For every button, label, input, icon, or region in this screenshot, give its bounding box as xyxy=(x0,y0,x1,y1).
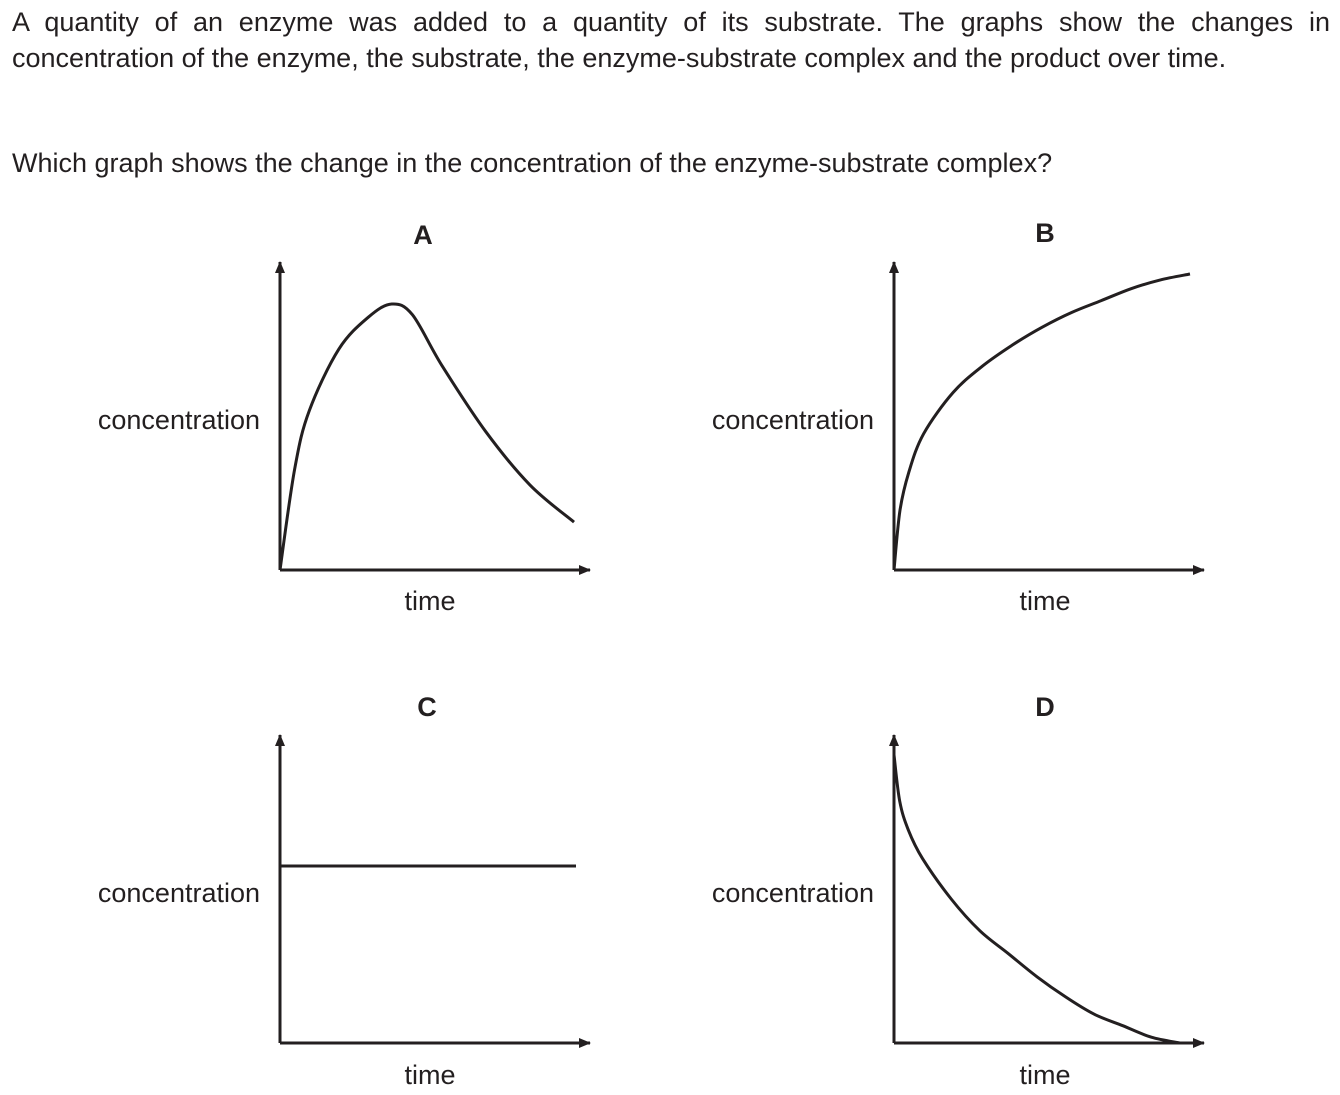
xlabel-b: time xyxy=(1019,586,1070,616)
ylabel-d: concentration xyxy=(712,878,874,908)
option-letter-b: B xyxy=(1035,218,1055,248)
ylabel-a: concentration xyxy=(98,405,260,435)
option-letter-d: D xyxy=(1035,692,1055,722)
curve-d xyxy=(892,754,1181,1045)
question-stem: A quantity of an enzyme was added to a q… xyxy=(12,7,1330,73)
curve-a xyxy=(278,302,575,571)
xlabel-d: time xyxy=(1019,1060,1070,1090)
option-letter-c: C xyxy=(417,692,437,722)
ylabel-c: concentration xyxy=(98,878,260,908)
ylabel-b: concentration xyxy=(712,405,874,435)
question-prompt: Which graph shows the change in the conc… xyxy=(12,148,1053,178)
xlabel-a: time xyxy=(404,586,455,616)
option-letter-a: A xyxy=(413,220,433,250)
curve-b xyxy=(892,272,1191,571)
xlabel-c: time xyxy=(404,1060,455,1090)
